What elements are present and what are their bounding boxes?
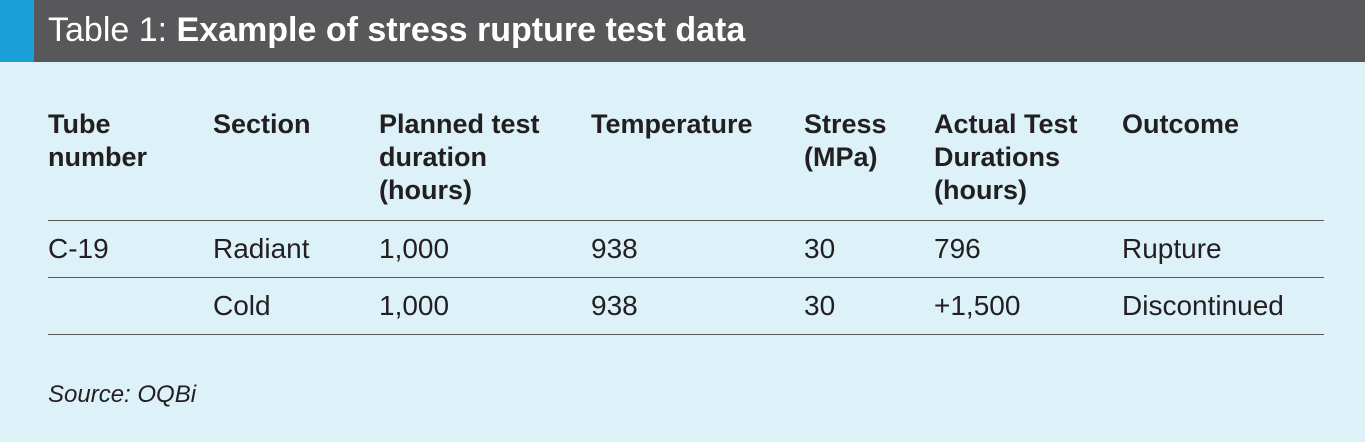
data-table: Tube number Section Planned test duratio… xyxy=(48,108,1324,335)
cell-planned-duration: 1,000 xyxy=(379,220,591,278)
cell-tube-number: C-19 xyxy=(48,220,213,278)
cell-tube-number xyxy=(48,277,213,335)
header-stress: Stress (MPa) xyxy=(804,108,934,221)
table-row: Cold 1,000 938 30 +1,500 Discontinued xyxy=(48,277,1324,335)
accent-block xyxy=(0,0,34,62)
cell-section: Radiant xyxy=(213,220,379,278)
cell-temperature: 938 xyxy=(591,220,804,278)
cell-outcome: Rupture xyxy=(1122,220,1324,278)
source-note: Source: OQBi xyxy=(48,381,197,408)
table-header-row: Tube number Section Planned test duratio… xyxy=(48,108,1324,221)
cell-outcome: Discontinued xyxy=(1122,277,1324,335)
header-bar: Table 1: Example of stress rupture test … xyxy=(0,0,1365,62)
table-row: C-19 Radiant 1,000 938 30 796 Rupture xyxy=(48,220,1324,278)
cell-actual-duration: +1,500 xyxy=(934,277,1122,335)
cell-stress: 30 xyxy=(804,277,934,335)
header-tube-number: Tube number xyxy=(48,108,213,221)
header-temperature: Temperature xyxy=(591,108,804,221)
header-actual-duration: Actual Test Durations (hours) xyxy=(934,108,1122,221)
table-title: Table 1: Example of stress rupture test … xyxy=(48,9,745,51)
cell-temperature: 938 xyxy=(591,277,804,335)
header-section: Section xyxy=(213,108,379,221)
cell-section: Cold xyxy=(213,277,379,335)
header-planned-duration: Planned test duration (hours) xyxy=(379,108,591,221)
table-title-prefix: Table 1: xyxy=(48,11,177,49)
cell-stress: 30 xyxy=(804,220,934,278)
cell-actual-duration: 796 xyxy=(934,220,1122,278)
header-outcome: Outcome xyxy=(1122,108,1324,221)
cell-planned-duration: 1,000 xyxy=(379,277,591,335)
table-title-text: Example of stress rupture test data xyxy=(176,11,746,49)
